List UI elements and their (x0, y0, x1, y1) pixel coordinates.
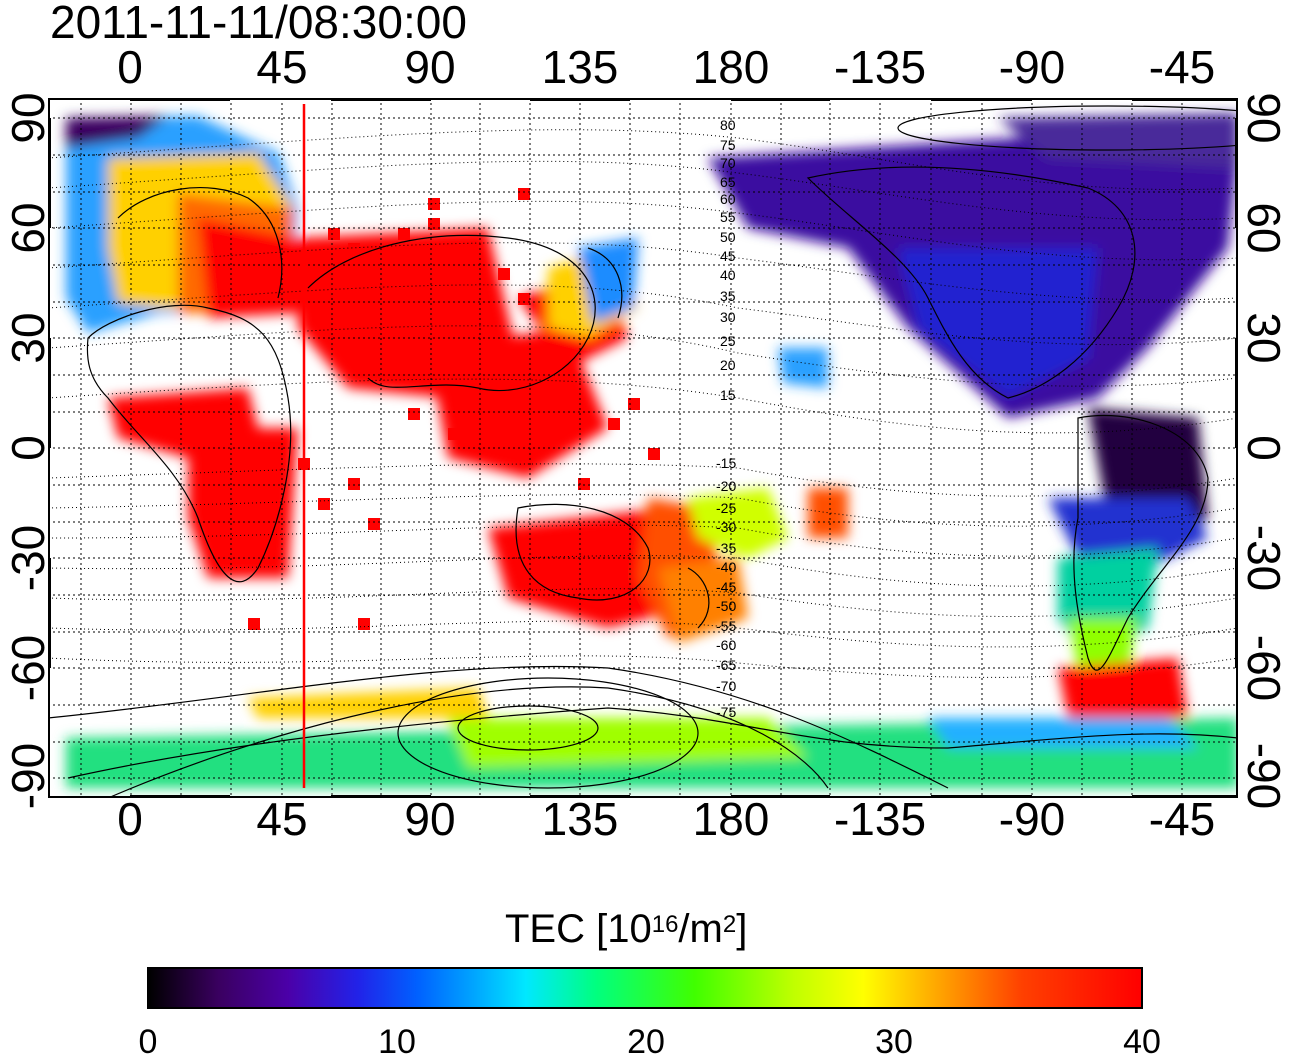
lon-tick-label: 45 (256, 793, 308, 845)
lon-tick-label: -45 (1148, 41, 1216, 93)
lon-tick-label: -90 (998, 793, 1066, 845)
lat-tick-label: 0 (2, 435, 54, 461)
contour-label: 60 (720, 191, 736, 207)
colorbar-ticks: 0 10 20 30 40 (0, 1022, 1292, 1062)
colorbar-tick-label: 30 (875, 1023, 913, 1061)
lat-tick-label: 60 (1238, 202, 1290, 254)
contour-label: -15 (716, 455, 736, 471)
contour-label: 15 (720, 387, 736, 403)
lat-tick-label: 60 (2, 202, 54, 254)
contour-label: 25 (720, 333, 736, 349)
contour-label: -25 (716, 500, 736, 516)
colorbar-title-prefix: TEC [10 (505, 907, 652, 951)
tec-world-map: 80 75 70 65 60 55 50 45 40 35 30 25 20 1… (45, 95, 1292, 801)
lon-tick-label: 180 (692, 41, 770, 93)
contour-label: 35 (720, 288, 736, 304)
colorbar-title-exponent: 16 (651, 911, 679, 938)
contour-label: -55 (716, 618, 736, 634)
contour-label: -60 (716, 637, 736, 653)
colorbar-title-unit-exponent: 2 (722, 911, 737, 938)
contour-label: -30 (716, 519, 736, 535)
colorbar-title: TEC [1016/m2] (505, 906, 747, 952)
map-timestamp-title: 2011-11-11/08:30:00 (50, 0, 467, 48)
lat-tick-label: 90 (1238, 92, 1290, 144)
lon-tick-label: -135 (833, 793, 927, 845)
contour-label: -50 (716, 598, 736, 614)
contour-label: -20 (716, 478, 736, 494)
top-longitude-axis: 0 45 90 135 180 -135 -90 -45 (0, 42, 1292, 92)
contour-label: 65 (720, 174, 736, 190)
tec-map-canvas: 80 75 70 65 60 55 50 45 40 35 30 25 20 1… (45, 95, 1292, 801)
lon-tick-label: -135 (833, 41, 927, 93)
colorbar-tick-label: 20 (627, 1023, 665, 1061)
magnetic-contours (47, 129, 1239, 678)
lat-tick-label: -30 (1238, 524, 1290, 592)
colorbar-title-suffix: ] (736, 907, 748, 951)
graticule (48, 98, 1238, 798)
lat-tick-label: 30 (1238, 312, 1290, 364)
contour-label: -35 (716, 540, 736, 556)
lon-tick-label: 135 (541, 793, 619, 845)
polar-contours (47, 105, 1292, 799)
lat-tick-label: -60 (1238, 634, 1290, 702)
lon-tick-label: -45 (1148, 793, 1216, 845)
lon-tick-label: 90 (404, 41, 456, 93)
lat-tick-label: -30 (2, 524, 54, 592)
colorbar-title-unit: /m (678, 907, 723, 951)
contour-label: 45 (720, 248, 736, 264)
lon-tick-label: 45 (256, 41, 308, 93)
lon-tick-label: -90 (998, 41, 1066, 93)
contour-label: 20 (720, 357, 736, 373)
lat-tick-label: -60 (2, 634, 54, 702)
contour-label: 50 (720, 229, 736, 245)
lon-tick-label: 135 (541, 41, 619, 93)
contour-label: 80 (720, 117, 736, 133)
lat-tick-label: -90 (1238, 742, 1290, 810)
lon-tick-label: 90 (404, 793, 456, 845)
contour-label: -70 (716, 678, 736, 694)
contour-label: 75 (720, 137, 736, 153)
contour-label: 55 (720, 209, 736, 225)
lon-tick-label: 180 (692, 793, 770, 845)
bottom-longitude-axis: 0 45 90 135 180 -135 -90 -45 (0, 794, 1292, 844)
right-latitude-axis: 90 60 30 0 -30 -60 -90 (1236, 0, 1292, 1057)
colorbar-tick-label: 0 (138, 1023, 158, 1061)
contour-label: 30 (720, 309, 736, 325)
contour-label: -40 (716, 559, 736, 575)
colorbar-tick-label: 40 (1123, 1023, 1161, 1061)
lat-tick-label: 90 (2, 92, 54, 144)
colorbar-tick-label: 10 (378, 1023, 416, 1061)
lat-tick-label: 0 (1238, 435, 1290, 461)
contour-label: -65 (716, 657, 736, 673)
lat-tick-label: -90 (2, 742, 54, 810)
contour-label: 70 (720, 155, 736, 171)
lon-tick-label: 0 (117, 41, 143, 93)
coastlines (67, 166, 1239, 779)
lon-tick-label: 0 (117, 793, 143, 845)
contour-label-group: 80 75 70 65 60 55 50 45 40 35 30 25 20 1… (716, 117, 736, 720)
tec-colorbar (147, 967, 1143, 1009)
lat-tick-label: 30 (2, 312, 54, 364)
contour-label: 40 (720, 267, 736, 283)
contour-label: -75 (716, 704, 736, 720)
contour-label: -45 (716, 579, 736, 595)
